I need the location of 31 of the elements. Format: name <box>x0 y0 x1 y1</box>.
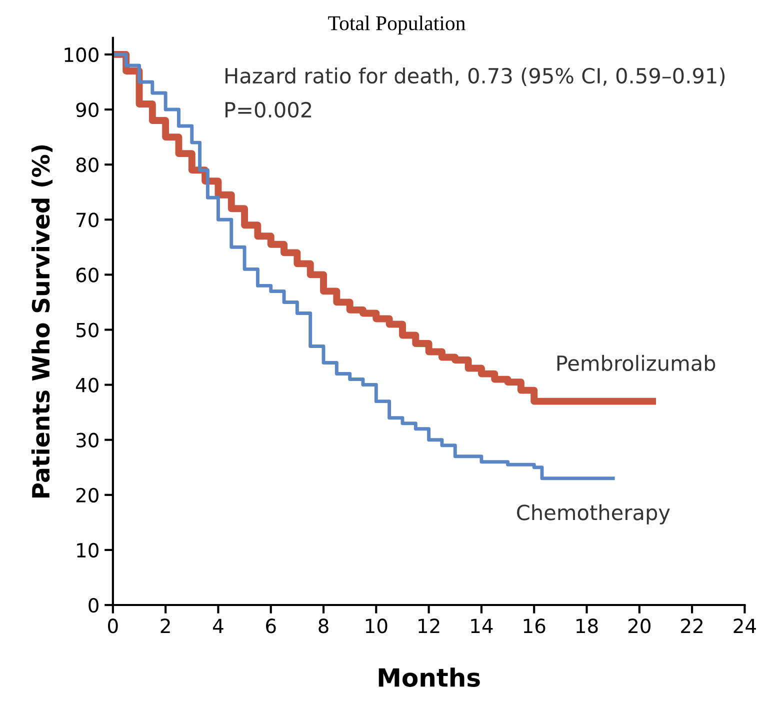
x-tick-label: 20 <box>628 618 650 634</box>
y-tick-label: 90 <box>76 102 98 118</box>
x-tick-label: 4 <box>212 618 224 633</box>
x-tick-label: 0 <box>108 618 118 634</box>
x-tick-label: 16 <box>524 618 546 634</box>
series-label: Chemotherapy <box>517 504 670 524</box>
x-tick-label: 6 <box>266 618 276 634</box>
x-tick-label: 22 <box>681 618 702 633</box>
x-tick-label: 14 <box>471 618 493 633</box>
annotation: P=0.002 <box>226 102 312 118</box>
y-tick-label: 40 <box>76 378 98 392</box>
y-axis-title: Patients Who Survived (%) <box>31 145 52 498</box>
x-tick-label: 24 <box>734 618 756 633</box>
y-tick-label: 70 <box>76 212 98 228</box>
y-tick-label: 30 <box>76 432 98 448</box>
x-tick-label: 18 <box>576 618 598 634</box>
y-tick-label: 80 <box>76 158 98 172</box>
x-axis-title: Months <box>378 668 480 687</box>
x-tick-label: 12 <box>418 618 440 633</box>
y-tick-label: 10 <box>77 542 98 558</box>
chart-title: Total Population <box>328 16 466 35</box>
y-tick-label: 0 <box>88 598 98 613</box>
x-tick-label: 10 <box>366 618 388 634</box>
annotation: Hazard ratio for death, 0.73 (95% CI, 0.59–0.91) <box>226 67 725 86</box>
y-tick-label: 50 <box>76 322 98 338</box>
y-tick-label: 60 <box>76 268 98 282</box>
x-tick-label: 8 <box>318 618 328 634</box>
series-label: Pembrolizumab <box>557 354 716 372</box>
y-tick-label: 100 <box>64 47 98 62</box>
x-tick-label: 2 <box>160 618 170 633</box>
y-tick-label: 20 <box>76 488 98 503</box>
